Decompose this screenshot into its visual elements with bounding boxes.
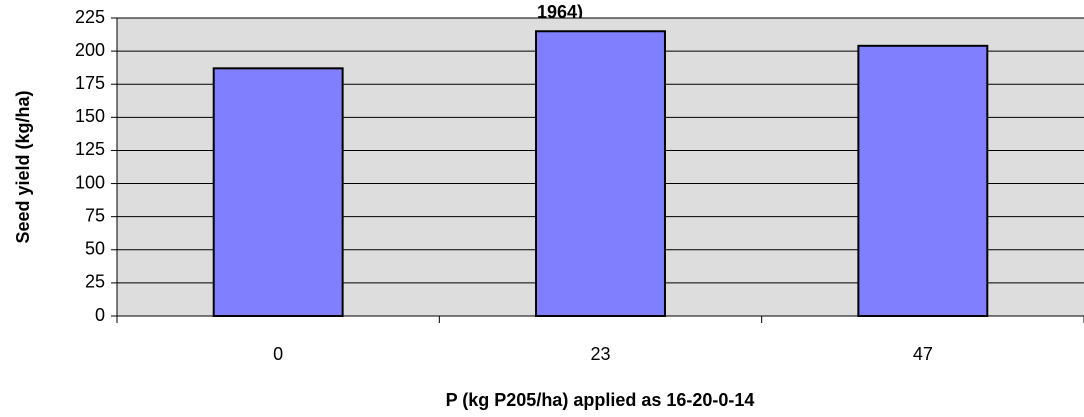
y-tick-label: 0 <box>95 305 105 325</box>
x-tick-label: 47 <box>913 344 933 364</box>
x-axis-label: P (kg P205/ha) applied as 16-20-0-14 <box>446 390 755 410</box>
bar <box>535 30 666 317</box>
y-tick-label: 225 <box>75 7 105 27</box>
y-tick-label: 150 <box>75 106 105 126</box>
x-tick-label: 0 <box>273 344 283 364</box>
y-tick-label: 175 <box>75 73 105 93</box>
y-tick-label: 25 <box>85 272 105 292</box>
y-tick-label: 75 <box>85 205 105 225</box>
y-tick-label: 125 <box>75 139 105 159</box>
y-tick-label: 100 <box>75 172 105 192</box>
x-tick-label: 23 <box>590 344 610 364</box>
chart-title: 1964) <box>537 2 583 22</box>
y-tick-label: 50 <box>85 239 105 259</box>
bar <box>857 44 989 318</box>
bar <box>212 67 344 317</box>
y-axis-label: Seed yield (kg/ha) <box>13 90 33 243</box>
y-tick-label: 200 <box>75 40 105 60</box>
